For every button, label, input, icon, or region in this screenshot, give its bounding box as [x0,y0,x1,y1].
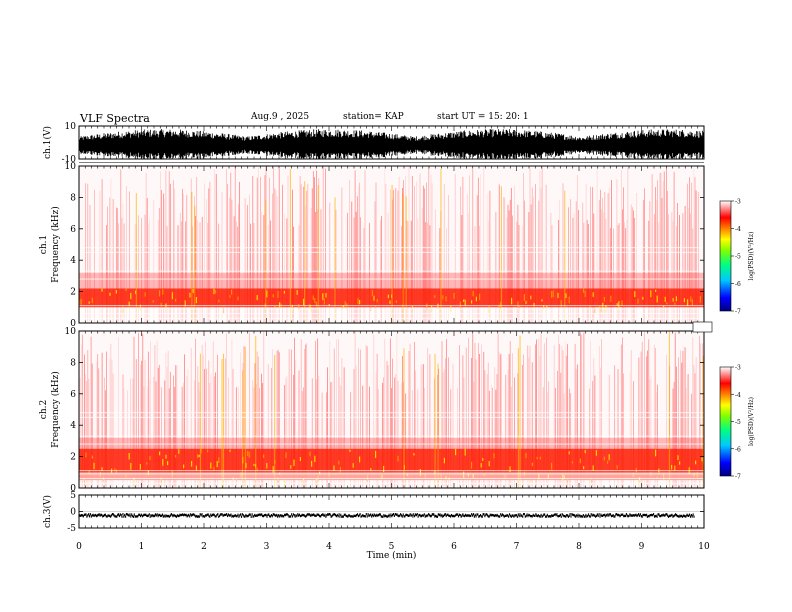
y-tick-label: 6 [70,225,76,235]
ch3-mid-band [79,437,704,449]
ch3-colorbar-tick-label: -6 [735,446,741,453]
ch1-ylabel: ch.1(V) [42,126,53,159]
y-tick-label: 10 [65,327,77,337]
station-label: station= KAP [343,112,404,122]
ch2-colorbar-tick-label: -7 [735,309,741,316]
date-label: Aug.9 , 2025 [251,112,310,122]
y-tick-label: 10 [65,122,77,132]
ch2-colorbar-tick-label: -4 [735,226,741,233]
x-tick-label: 7 [514,542,520,552]
x-axis-label: Time (min) [367,550,417,561]
ch3-colorbar-tick-label: -5 [735,419,741,426]
y-tick-label: 4 [70,256,76,266]
ch2-spectrogram-image [79,166,704,323]
ch3-low-band [79,472,704,488]
x-tick-label: 4 [326,542,332,552]
x-tick-label: 10 [698,542,710,552]
ch2-colorbar-tick-label: -3 [735,199,741,206]
ch2-low-band [79,307,704,323]
y-tick-label: 0 [70,484,76,494]
ch3-spectrogram-image [79,331,704,488]
y-tick-label: -5 [67,524,76,534]
ch2-colorbar [719,200,732,312]
x-tick-label: 6 [451,542,457,552]
ch3-colorbar-tick-label: -3 [735,365,741,372]
figure-title: VLF Spectra [80,112,150,125]
ch3-channel-label: ch.2 [39,400,49,419]
y-tick-label: 6 [70,390,76,400]
y-tick-label: 2 [70,453,76,463]
ch3-colorbar [719,366,732,477]
ch2-colorbar-tick-label: -6 [735,281,741,288]
x-tick-label: 0 [76,542,82,552]
ch3-colorbar-label: log(PSD)(V²/Hz) [748,397,755,446]
x-tick-label: 1 [139,542,145,552]
ch3-freq-label: Frequency (kHz) [50,371,61,448]
ch2-colorbar-tick-label: -5 [735,254,741,261]
y-tick-label: 0 [70,319,76,329]
ch3-background [79,495,704,528]
x-tick-label: 2 [201,542,207,552]
ch3-colorbar-tick-label: -7 [735,474,741,481]
y-tick-label: 8 [70,358,76,368]
y-tick-label: 0 [70,508,76,518]
ch3-ylabel: ch.3(V) [42,495,53,528]
ch2-colorbar-label: log(PSD)(V²/Hz) [748,232,755,281]
ch2-mid-band [79,272,704,289]
start-time-label: start UT = 15: 20: 1 [437,112,529,122]
x-tick-label: 8 [576,542,582,552]
ch2-channel-label: ch.1 [39,235,49,254]
ch2-freq-label: Frequency (kHz) [50,206,61,283]
y-tick-label: 8 [70,193,76,203]
y-tick-label: 4 [70,421,76,431]
y-tick-label: 2 [70,288,76,298]
y-tick-label: -10 [62,155,77,165]
x-tick-label: 3 [264,542,270,552]
y-tick-label: 10 [65,162,77,172]
x-tick-label: 5 [389,542,395,552]
x-tick-label: 9 [639,542,645,552]
ch2-strong-band [79,288,704,308]
ch3-colorbar-tick-label: -4 [735,392,741,399]
panel-gap-box [692,321,713,333]
y-tick-label: 5 [70,491,76,501]
